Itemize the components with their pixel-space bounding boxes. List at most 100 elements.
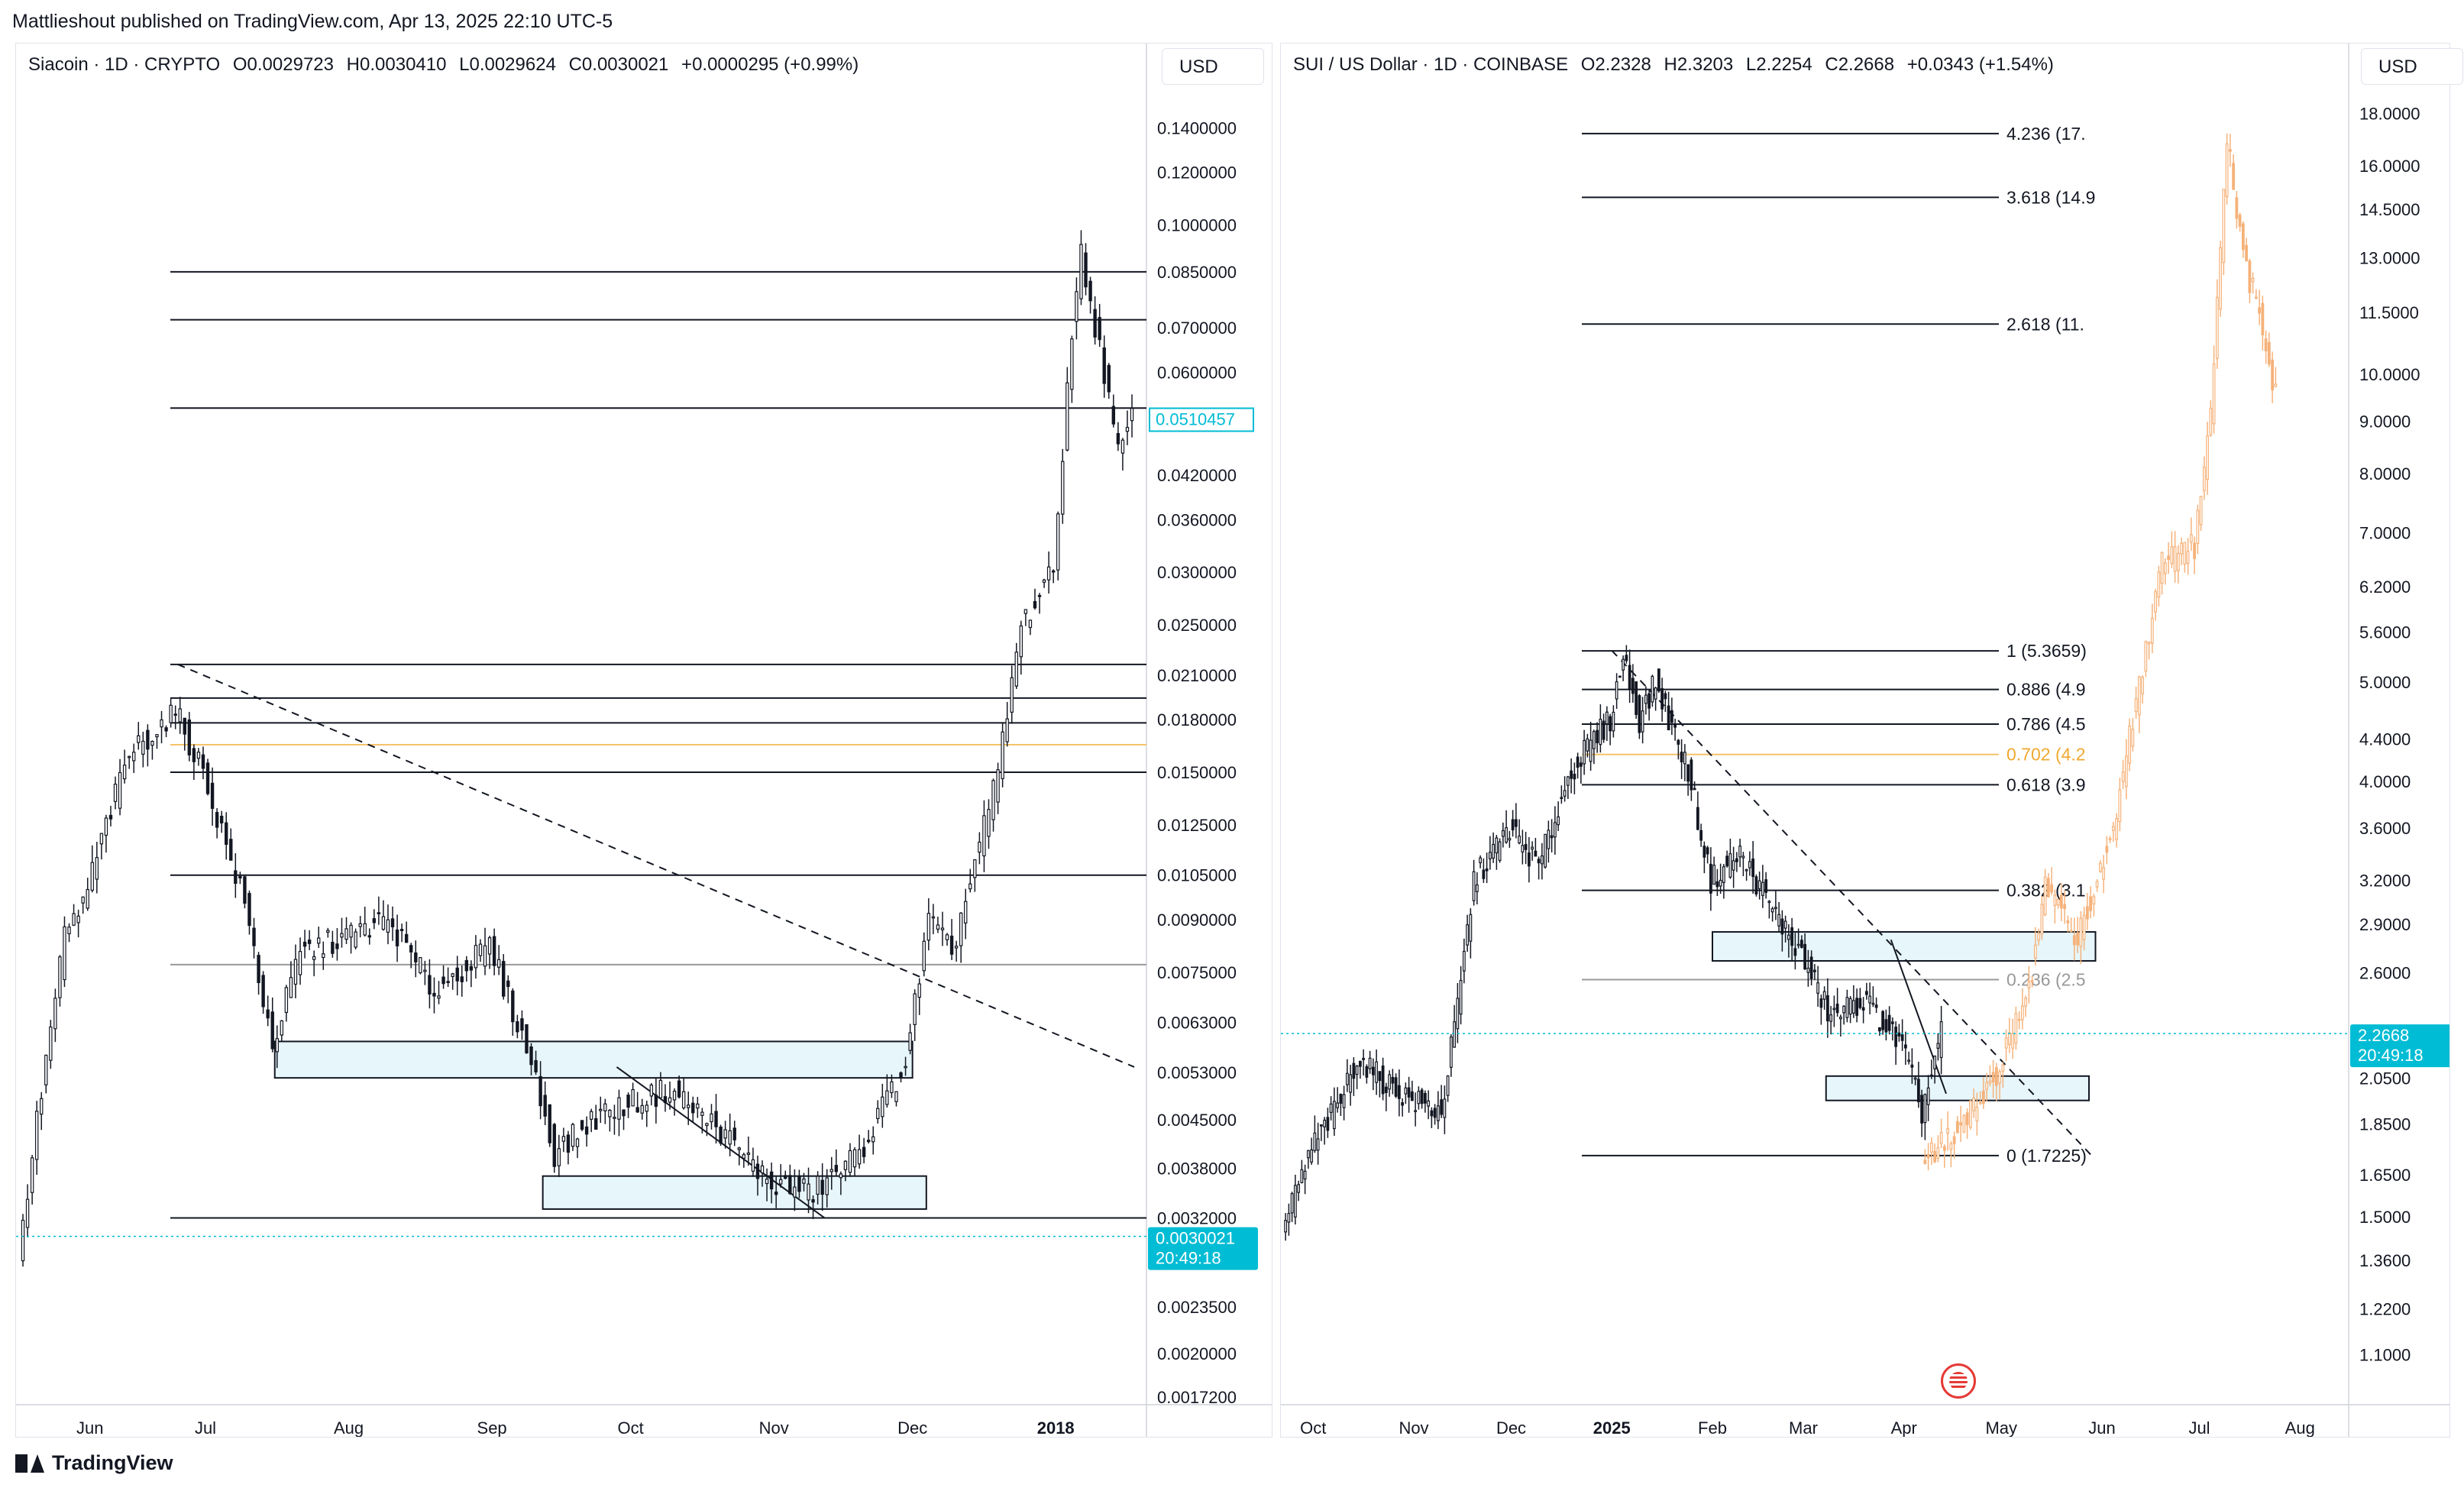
price-candle [275,1038,279,1053]
price-candle [723,1129,727,1139]
price-candle [1796,943,1800,946]
projection-candle [2121,771,2125,782]
price-candle [1342,1094,1346,1108]
price-candle [1329,1103,1333,1113]
price-candle [839,1173,843,1179]
price-candle [852,1149,857,1168]
price-candle [1816,982,1820,994]
projection-candle [2050,884,2054,893]
price-candle [127,755,131,758]
price-candle [326,930,330,933]
y-tick-label-15: 3.2000 [2359,872,2411,891]
price-candle [525,1024,529,1053]
legend-close: C0.0030021 [568,54,669,75]
support-zone-1 [1825,1075,2090,1101]
price-candle [63,926,66,981]
price-candle [594,1117,598,1130]
price-candle [155,734,159,738]
price-candle [293,959,298,985]
price-candle [1890,1021,1894,1024]
price-candle [949,935,954,955]
siacoin-chart-canvas[interactable]: 0.1400000 0.1200000 0.1000000 0.0850000 0.07… [16,44,1272,1437]
price-candle [464,959,469,972]
price-candle [668,1097,672,1103]
price-candle [1093,309,1097,338]
projection-candle [1949,1143,1953,1150]
price-candle [987,809,991,837]
price-candle [1345,1072,1349,1085]
price-candle [150,741,154,746]
trendline-0 [1611,650,2093,1157]
price-candle [793,1186,797,1198]
price-candle [1531,846,1534,850]
projection-candle [2206,435,2210,480]
price-candle [1365,1066,1369,1078]
price-candle [991,780,995,820]
footer-brand: TradingView [52,1451,173,1474]
price-candle [1586,738,1589,752]
x-tick-label-7: May [1985,1418,2017,1437]
price-candle [280,1020,284,1036]
x-tick-label-1: Jul [195,1418,216,1437]
projection-candle [2176,552,2180,571]
price-candle [1362,1058,1366,1060]
price-candle [1547,830,1551,849]
price-candle [196,752,201,759]
last-price-value: 0.0030021 [1156,1229,1235,1248]
projection-candle [2115,818,2119,840]
price-candle [1540,855,1544,865]
us-flag-event-icon[interactable] [1941,1363,1976,1399]
price-candle [1290,1193,1294,1214]
sui-chart-canvas[interactable]: 18.0000 16.0000 14.5000 13.0000 11.5000 10.00… [1281,44,2449,1437]
price-candle [363,923,367,936]
price-candle [788,1175,792,1195]
sui-chart-panel[interactable]: 18.0000 16.0000 14.5000 13.0000 11.5000 10.00… [1280,43,2463,1438]
price-candle [469,965,474,971]
price-candle [1693,788,1696,791]
price-candle [474,945,478,969]
price-candle [516,1021,519,1033]
price-candle [1488,852,1492,860]
price-candle [210,782,215,809]
price-candle [1683,752,1686,765]
y-tick-label-19: 0.0045000 [1157,1111,1237,1130]
price-candle [76,915,80,923]
price-candle [1622,658,1625,671]
projection-candle [2037,933,2041,941]
projection-candle [2183,542,2187,565]
price-candle [67,927,71,935]
price-candle [1644,694,1648,704]
price-candle [1130,408,1134,422]
price-candle [1638,695,1641,733]
price-candle [529,1046,533,1066]
y-tick-label-8: 7.0000 [2359,524,2411,543]
tradingview-footer[interactable]: TradingView [15,1451,173,1475]
price-candle [169,704,173,723]
price-candle [1023,609,1028,614]
currency-selector[interactable]: USD [2361,48,2463,85]
price-candle [1894,1027,1898,1047]
price-candle [1508,838,1512,841]
projection-candle [2163,562,2167,574]
price-candle [331,942,335,954]
projection-candle [1978,1102,1982,1105]
price-candle [1440,1099,1444,1115]
price-candle [1900,1034,1904,1041]
currency-selector[interactable]: USD [1162,48,1264,85]
price-candle [1715,881,1719,888]
price-candle [409,945,413,952]
price-candle [1125,427,1130,432]
projection-candle [2137,676,2141,716]
projection-candle [2134,698,2138,713]
price-candle [1514,819,1518,827]
tradingview-logo-icon [15,1454,44,1473]
price-candle [1313,1132,1317,1151]
projection-candle [2235,197,2239,219]
y-tick-label-12: 0.0150000 [1157,763,1237,782]
siacoin-chart-panel[interactable]: 0.1400000 0.1200000 0.1000000 0.0850000 0.07… [15,43,1272,1438]
projection-candle [2098,862,2102,872]
price-candle [746,1152,751,1155]
price-candle [1397,1085,1401,1099]
y-tick-label-20: 1.6500 [2359,1166,2411,1185]
price-candle [737,1147,741,1150]
